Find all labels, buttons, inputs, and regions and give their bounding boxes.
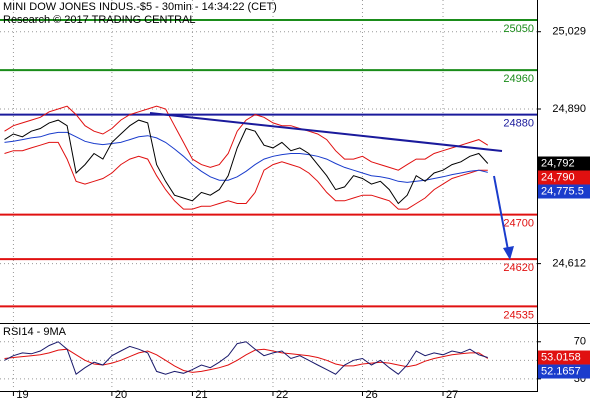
last-value-box [538,156,590,171]
x-tick-label: 26 [365,389,377,400]
y-tick-label: 25,029 [552,26,586,38]
x-tick-label: 21 [195,389,207,400]
series-line [4,141,488,210]
x-tick-label: 22 [276,389,288,400]
chart-subtitle: Research © 2017 TRADING CENTRAL [3,14,196,26]
series-line [4,348,489,373]
series-line [4,105,489,171]
rsi-title: RSI14 - 9MA [3,326,67,338]
trendline [149,112,503,152]
series-line [4,131,488,183]
last-value-label: 53.0158 [541,351,581,363]
level-label: 24960 [503,73,534,85]
x-tick-label: 19 [16,389,28,400]
level-label: 24535 [503,309,534,321]
x-tick-label: 20 [115,389,127,400]
last-value-label: 24,790 [541,171,575,183]
level-label: 24620 [503,262,534,274]
series-line [4,119,489,205]
last-value-box [538,184,590,199]
last-value-box [538,364,590,379]
series-line [4,341,488,375]
forecast-arrow [493,175,509,251]
last-value-label: 24,792 [541,157,575,169]
last-value-box [538,350,590,365]
y-tick-label: 24,890 [552,103,586,115]
level-label: 25050 [503,23,534,35]
forecast-arrowhead [503,246,514,260]
y-tick-label: 70 [574,336,586,348]
level-label: 24700 [503,218,534,230]
last-value-label: 24,775.5 [541,185,584,197]
last-value-label: 52.1657 [541,365,581,377]
y-tick-label: 24,612 [552,258,586,270]
chart-title: MINI DOW JONES INDUS.-$5 - 30min - 14:34… [3,1,277,13]
x-tick-label: 27 [446,389,458,400]
last-value-box [538,170,590,185]
level-label: 24880 [503,117,534,129]
